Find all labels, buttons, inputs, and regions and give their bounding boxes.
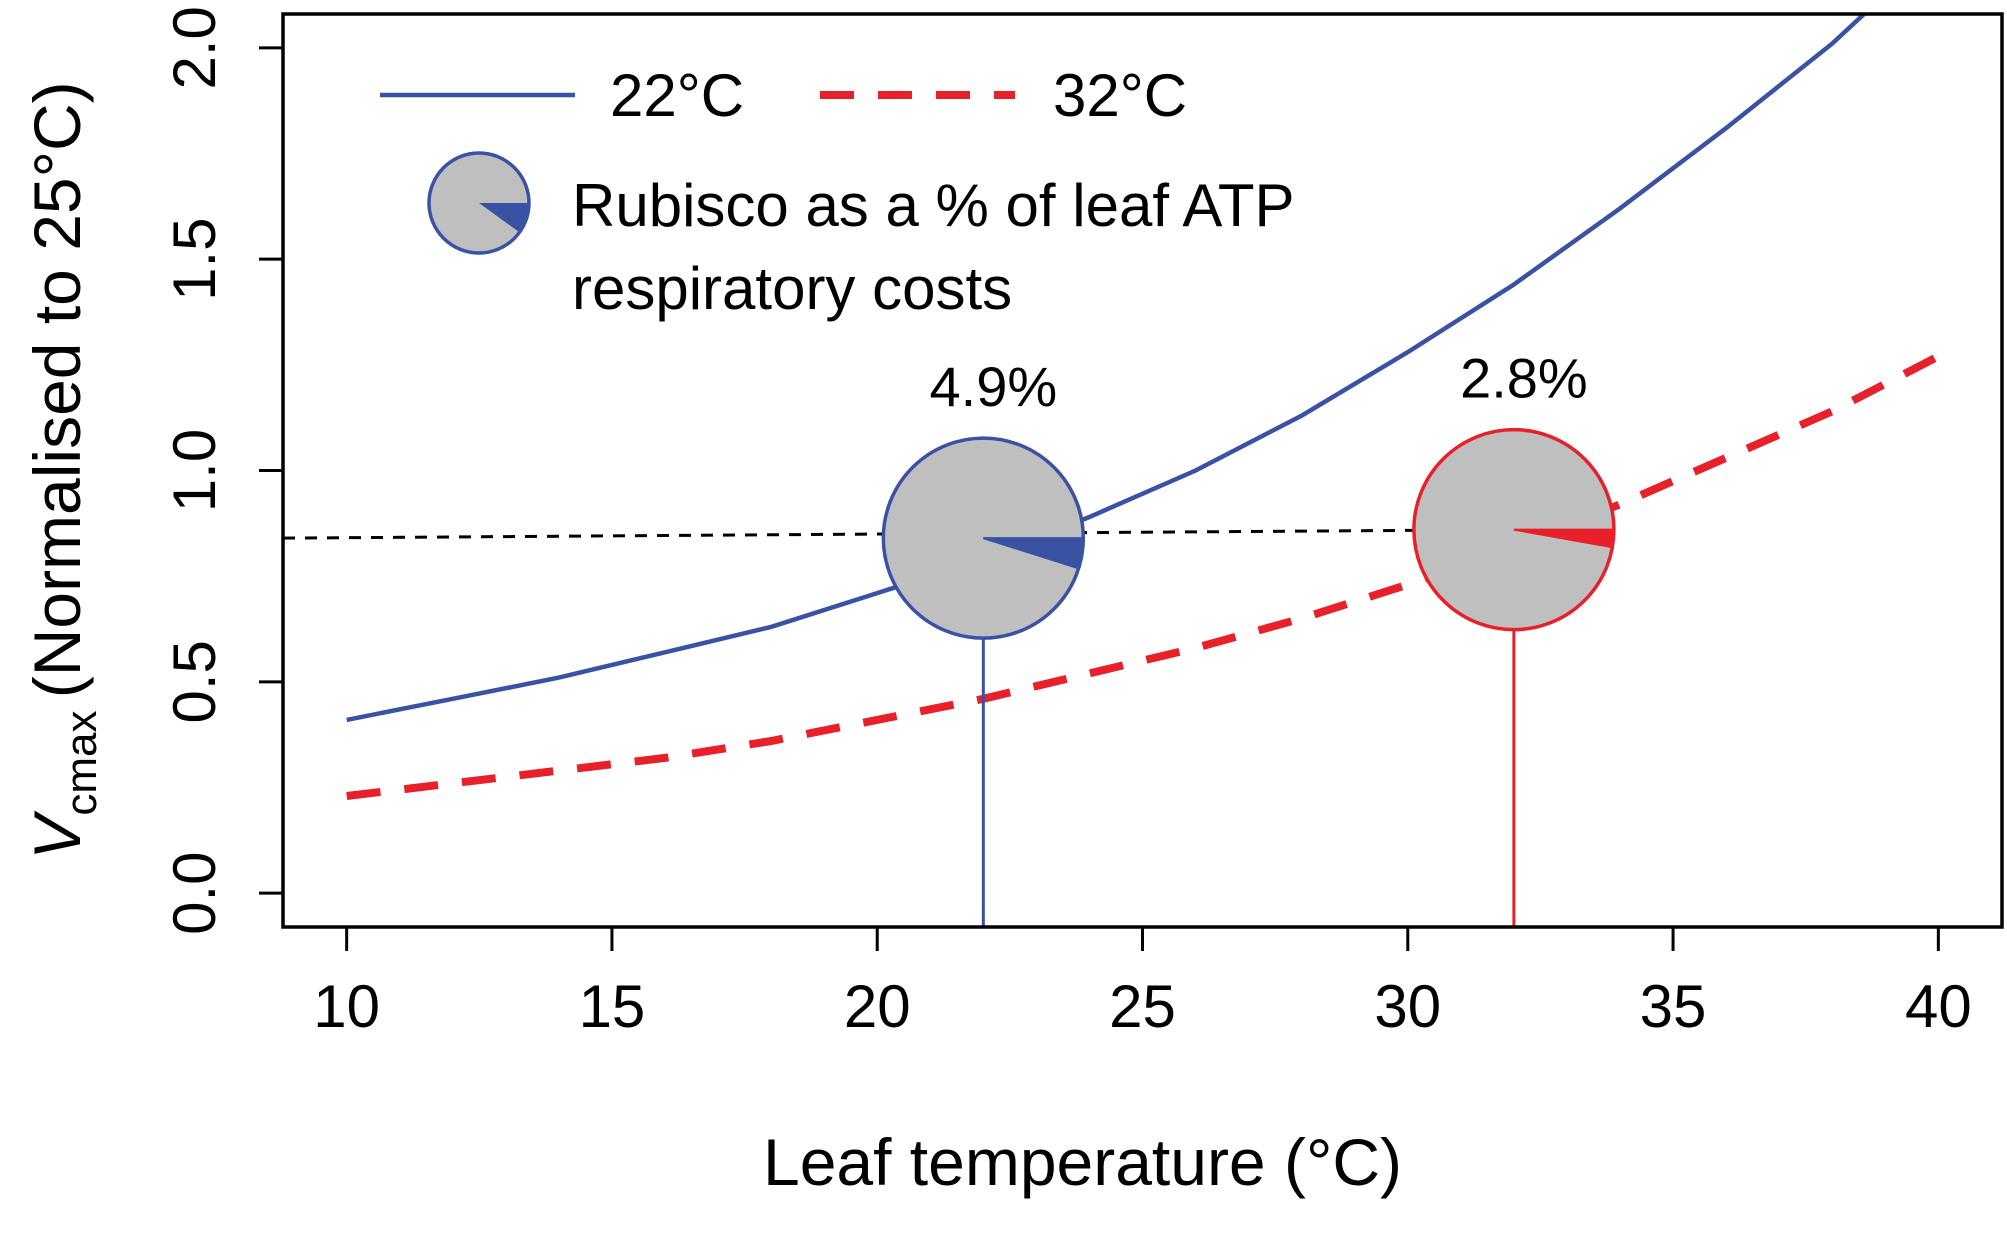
legend: 22°C 32°C Rubisco as a % of leaf ATP respir… <box>380 62 1295 322</box>
axes: 10 15 20 25 30 35 40 0.0 0.5 1.0 1.5 2.0 <box>161 6 2004 1040</box>
x-tick-label-5: 35 <box>1640 973 1707 1040</box>
y-tick-label-0: 0.0 <box>161 851 228 934</box>
x-tick-label-1: 15 <box>579 973 646 1040</box>
pie-wedge-1 <box>1513 528 1615 549</box>
x-tick-label-6: 40 <box>1905 973 1972 1040</box>
legend-pie-wedge <box>479 203 530 233</box>
plot-area: 4.9% 2.8% <box>283 14 1941 927</box>
y-label-main: V <box>20 810 94 860</box>
pie-legend-line-1: Rubisco as a % of leaf ATP <box>572 172 1295 239</box>
x-axis-label: Leaf temperature (°C) <box>763 1125 1402 1199</box>
y-tick-label-3: 1.5 <box>161 217 228 300</box>
pie-label-1: 2.8% <box>1460 347 1588 410</box>
plot-frame <box>281 12 2004 929</box>
axis-labels: Leaf temperature (°C) Vcmax (Normalised t… <box>20 81 1402 1199</box>
y-tick-label-1: 0.5 <box>161 640 228 723</box>
pie-legend-line-2: respiratory costs <box>572 255 1012 322</box>
y-label-subscript: cmax <box>57 698 106 815</box>
y-axis-label: Vcmax (Normalised to 25°C) <box>20 81 106 859</box>
legend-label-0: 22°C <box>610 62 744 129</box>
series-line-1 <box>346 352 1941 800</box>
legend-label-1: 32°C <box>1053 62 1187 129</box>
x-tick-label-0: 10 <box>313 973 380 1040</box>
x-tick-label-2: 20 <box>844 973 911 1040</box>
series-line-0 <box>346 14 1866 723</box>
y-label-rest: (Normalised to 25°C) <box>20 81 94 698</box>
y-tick-label-2: 1.0 <box>161 429 228 512</box>
pie-wedge-0 <box>983 537 1085 570</box>
pie-label-0: 4.9% <box>930 355 1058 418</box>
x-tick-label-4: 30 <box>1374 973 1441 1040</box>
reference-dashed-line <box>283 528 1514 540</box>
y-tick-label-4: 2.0 <box>161 6 228 89</box>
x-tick-label-3: 25 <box>1109 973 1176 1040</box>
